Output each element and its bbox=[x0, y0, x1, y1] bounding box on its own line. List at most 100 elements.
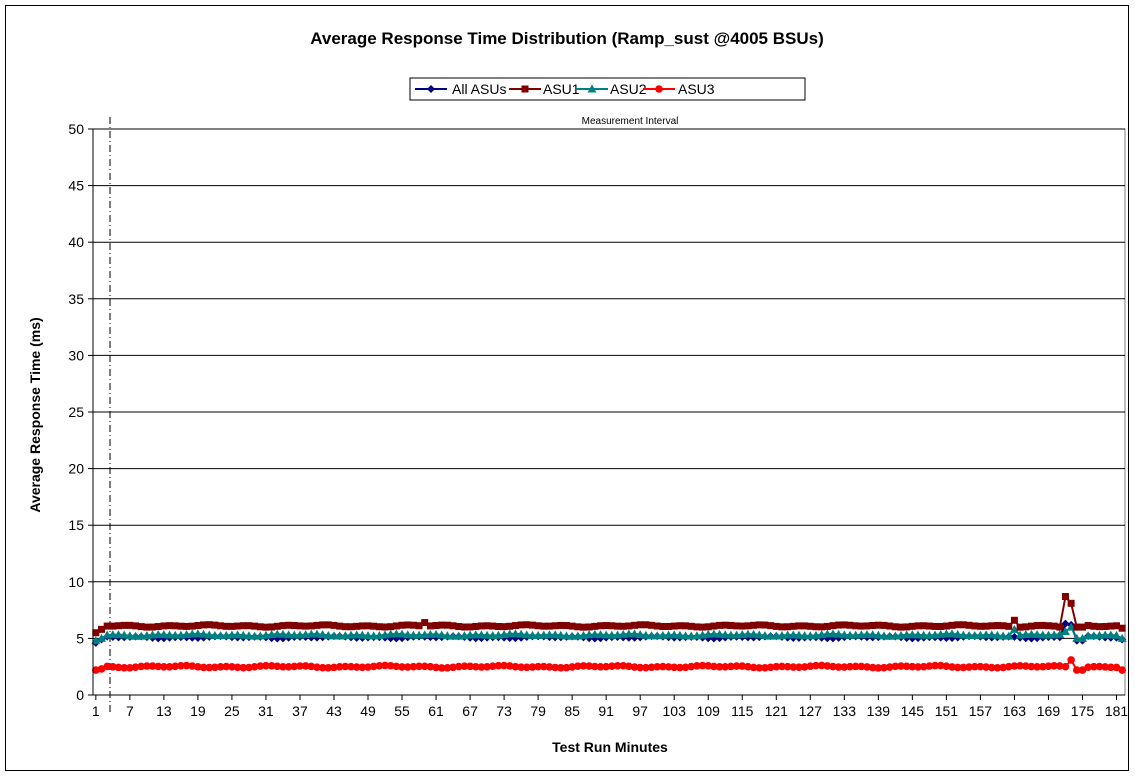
y-axis-ticks: 0 5 10 15 20 25 30 35 40 45 50 bbox=[68, 121, 93, 703]
data-point bbox=[636, 663, 644, 672]
data-point bbox=[750, 621, 758, 629]
data-point bbox=[1056, 623, 1064, 631]
data-point bbox=[704, 662, 713, 670]
x-tick-label: 163 bbox=[1003, 703, 1027, 719]
data-point bbox=[381, 661, 389, 670]
legend: All ASUs ASU1 ASU2 ASU3 bbox=[409, 77, 806, 101]
data-point bbox=[267, 662, 276, 670]
data-point bbox=[159, 630, 169, 639]
data-point bbox=[296, 622, 304, 630]
data-point bbox=[585, 662, 593, 670]
data-point bbox=[438, 621, 446, 629]
data-point bbox=[562, 622, 570, 630]
data-point bbox=[676, 663, 684, 672]
data-point bbox=[903, 623, 911, 631]
data-point bbox=[347, 662, 355, 671]
data-point bbox=[301, 662, 310, 670]
data-point bbox=[494, 622, 502, 630]
data-point bbox=[114, 663, 123, 672]
data-point bbox=[425, 629, 435, 638]
x-tick-label: 91 bbox=[598, 703, 614, 719]
data-point bbox=[959, 663, 968, 672]
data-point bbox=[353, 622, 361, 630]
data-point bbox=[1107, 622, 1115, 630]
data-point bbox=[721, 663, 730, 671]
data-point bbox=[971, 622, 979, 630]
data-point bbox=[205, 663, 214, 672]
data-point bbox=[375, 661, 384, 670]
data-point bbox=[1027, 622, 1035, 630]
data-point bbox=[318, 663, 327, 672]
data-point bbox=[398, 621, 406, 629]
data-point bbox=[835, 621, 843, 629]
data-point bbox=[942, 662, 951, 670]
x-tick-label: 37 bbox=[292, 703, 308, 719]
data-point bbox=[897, 623, 905, 631]
data-point bbox=[516, 629, 526, 638]
data-point bbox=[806, 622, 814, 630]
data-point bbox=[273, 622, 281, 630]
data-point bbox=[907, 630, 917, 639]
data-point bbox=[778, 623, 786, 631]
data-point bbox=[1022, 623, 1030, 631]
data-point bbox=[92, 666, 100, 674]
data-point bbox=[510, 629, 520, 638]
data-point bbox=[245, 663, 253, 672]
data-point bbox=[505, 662, 514, 670]
data-point bbox=[749, 663, 758, 672]
data-point bbox=[993, 622, 1001, 630]
y-tick-label: 45 bbox=[68, 178, 84, 194]
data-point bbox=[200, 621, 208, 629]
x-tick-label: 61 bbox=[428, 703, 444, 719]
x-tick-label: 103 bbox=[663, 703, 687, 719]
data-point bbox=[857, 662, 866, 671]
data-point bbox=[704, 623, 712, 631]
data-point bbox=[754, 630, 764, 639]
data-point bbox=[1077, 633, 1087, 642]
data-point bbox=[800, 663, 809, 671]
data-point bbox=[947, 629, 957, 638]
data-point bbox=[171, 662, 180, 671]
data-point bbox=[624, 629, 634, 638]
data-point bbox=[482, 630, 492, 639]
data-point bbox=[574, 623, 582, 631]
data-point bbox=[789, 622, 797, 630]
data-point bbox=[437, 664, 446, 672]
data-point bbox=[1050, 662, 1058, 670]
data-point bbox=[460, 623, 468, 631]
data-point bbox=[846, 662, 854, 671]
data-point bbox=[715, 629, 725, 638]
data-point bbox=[256, 662, 265, 670]
data-point bbox=[522, 630, 532, 639]
data-point bbox=[307, 662, 316, 671]
x-tick-label: 7 bbox=[126, 703, 134, 719]
data-point bbox=[545, 663, 554, 671]
data-point bbox=[262, 623, 270, 631]
data-point bbox=[874, 664, 883, 672]
data-point bbox=[483, 663, 491, 671]
data-point bbox=[648, 621, 656, 629]
data-point bbox=[829, 662, 837, 671]
plot-area: Measurement Interval bbox=[91, 116, 1127, 715]
data-point bbox=[1050, 622, 1058, 630]
data-point bbox=[358, 622, 366, 630]
data-point bbox=[852, 622, 860, 630]
data-point bbox=[1095, 623, 1103, 631]
data-point bbox=[1078, 666, 1087, 674]
data-point bbox=[561, 631, 571, 640]
data-point bbox=[239, 622, 247, 630]
data-point bbox=[693, 623, 701, 631]
data-point bbox=[137, 662, 145, 671]
data-point bbox=[834, 629, 844, 638]
data-point bbox=[795, 663, 803, 672]
data-point bbox=[1055, 629, 1065, 638]
data-point bbox=[715, 663, 724, 671]
data-point bbox=[387, 623, 395, 631]
data-point bbox=[477, 622, 485, 630]
data-point bbox=[590, 629, 600, 638]
data-point bbox=[669, 630, 679, 639]
data-point bbox=[976, 662, 985, 671]
data-point bbox=[251, 622, 259, 630]
data-point bbox=[846, 621, 854, 629]
data-point bbox=[1111, 630, 1121, 639]
